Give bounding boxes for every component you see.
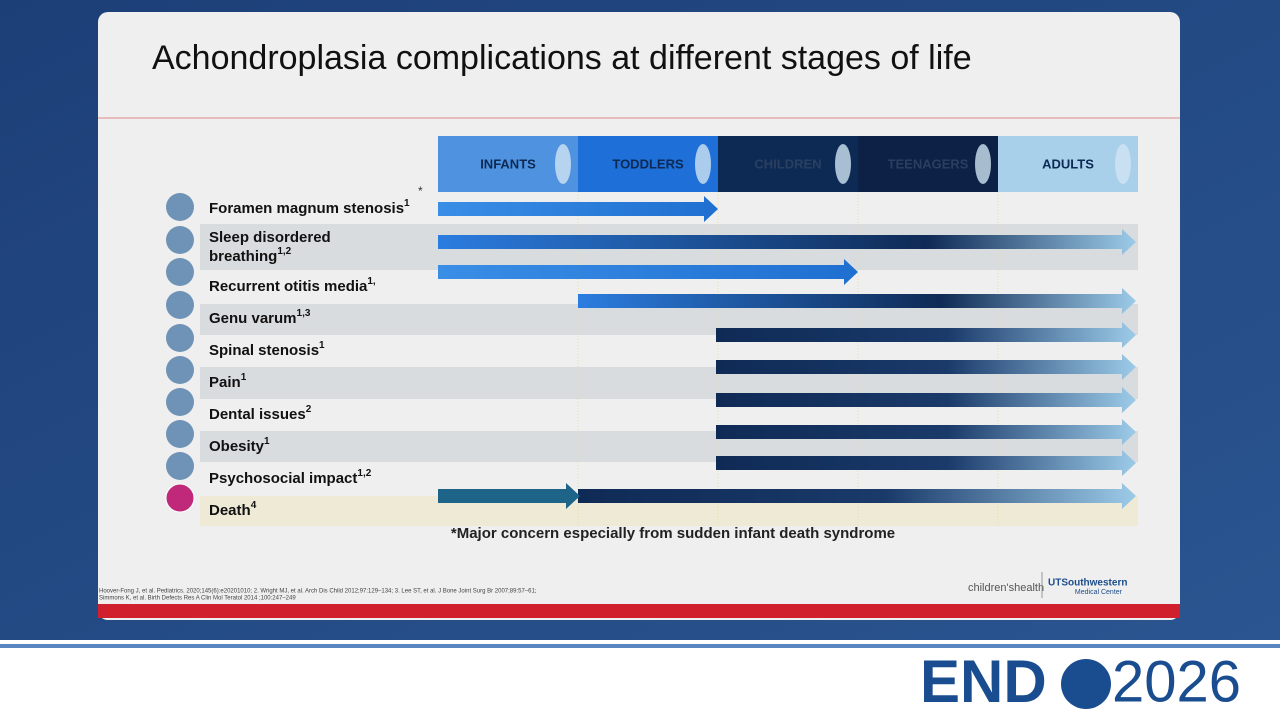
row-label: Death4 <box>209 500 257 519</box>
row-label-sup: 1,3 <box>297 308 311 319</box>
timeline-arrow <box>716 354 1136 380</box>
row-label: Dental issues2 <box>209 404 312 423</box>
stage-figure <box>1115 144 1131 184</box>
row-label: Recurrent otitis media1, <box>209 276 376 295</box>
row-label-sup: 1,2 <box>357 468 371 479</box>
footnote: *Major concern especially from sudden in… <box>451 525 895 542</box>
row-label-sup: 1,2 <box>277 246 291 257</box>
row-icon <box>166 226 194 254</box>
row-icon <box>166 388 194 416</box>
row-label: Psychosocial impact1,2 <box>209 468 372 487</box>
asterisk: * <box>418 184 423 198</box>
stage-figure <box>975 144 991 184</box>
slide-title: Achondroplasia complications at differen… <box>152 39 972 77</box>
reference: Simmons K, et al. Birth Defects Res A Cl… <box>99 596 296 602</box>
row-icon <box>166 258 194 286</box>
row-label-sup: 1, <box>367 276 376 287</box>
stage-figure <box>835 144 851 184</box>
row-label: breathing1,2 <box>209 246 292 265</box>
row-icon <box>166 324 194 352</box>
row-label-text: Recurrent otitis media <box>209 278 368 295</box>
row-label-sup: 1 <box>319 340 325 351</box>
row-label: Sleep disordered <box>209 229 331 246</box>
row-label-text: Dental issues <box>209 406 306 423</box>
timeline-arrow <box>438 196 718 222</box>
timeline-arrow <box>578 483 1136 509</box>
row-label-sup: 1 <box>404 198 410 209</box>
timeline-arrow <box>438 259 858 285</box>
row-label-text: Pain <box>209 374 241 391</box>
logo-ut: UTSouthwestern <box>1048 578 1127 589</box>
stage-header <box>438 136 578 192</box>
stage-header <box>858 136 998 192</box>
reference: Hoover-Fong J, et al. Pediatrics. 2020;1… <box>99 589 537 595</box>
row-icon <box>166 291 194 319</box>
stage-figure <box>555 144 571 184</box>
timeline-arrow <box>438 229 1136 255</box>
row-label-text: Psychosocial impact <box>209 470 357 487</box>
row-icon <box>165 483 195 513</box>
row-label-text: Death <box>209 502 251 519</box>
row-icon <box>166 452 194 480</box>
row-label-text: Sleep disordered <box>209 229 331 246</box>
row-label: Genu varum1,3 <box>209 308 311 327</box>
row-label-sup: 4 <box>251 500 257 511</box>
row-icon <box>166 193 194 221</box>
row-label: Pain1 <box>209 372 247 391</box>
row-label-text: Spinal stenosis <box>209 342 319 359</box>
row-icon <box>166 356 194 384</box>
logo-ut-sub: Medical Center <box>1075 589 1123 596</box>
row-label-sup: 1 <box>264 436 270 447</box>
stage-label: TEENAGERS <box>888 156 969 171</box>
row-label: Foramen magnum stenosis1 <box>209 198 410 217</box>
event-name: END <box>920 648 1047 715</box>
stage-label: CHILDREN <box>754 156 821 171</box>
stage-label: INFANTS <box>480 156 536 171</box>
row-icon <box>166 420 194 448</box>
timeline-arrow <box>716 322 1136 348</box>
row-label: Obesity1 <box>209 436 270 455</box>
timeline-arrow <box>438 483 580 509</box>
stage-label: TODDLERS <box>612 156 684 171</box>
stage-figure <box>695 144 711 184</box>
stage-header <box>718 136 858 192</box>
footer-rule <box>0 644 1280 648</box>
row-label-text: Foramen magnum stenosis <box>209 200 404 217</box>
stage-header <box>578 136 718 192</box>
stage-label: ADULTS <box>1042 156 1094 171</box>
stage-header <box>998 136 1138 192</box>
row-label-text: breathing <box>209 248 277 265</box>
row-label-sup: 2 <box>306 404 312 415</box>
event-globe <box>1061 659 1111 709</box>
timeline-arrow <box>716 450 1136 476</box>
row-label: Spinal stenosis1 <box>209 340 325 359</box>
event-year: 2026 <box>1112 649 1241 714</box>
timeline-arrow <box>716 387 1136 413</box>
logo-childrens: children'shealth <box>968 582 1044 594</box>
row-label-text: Obesity <box>209 438 265 455</box>
timeline-arrow <box>578 288 1136 314</box>
row-label-sup: 1 <box>241 372 247 383</box>
slide-bar <box>98 604 1180 618</box>
row-label-text: Genu varum <box>209 310 297 327</box>
timeline-arrow <box>716 419 1136 445</box>
